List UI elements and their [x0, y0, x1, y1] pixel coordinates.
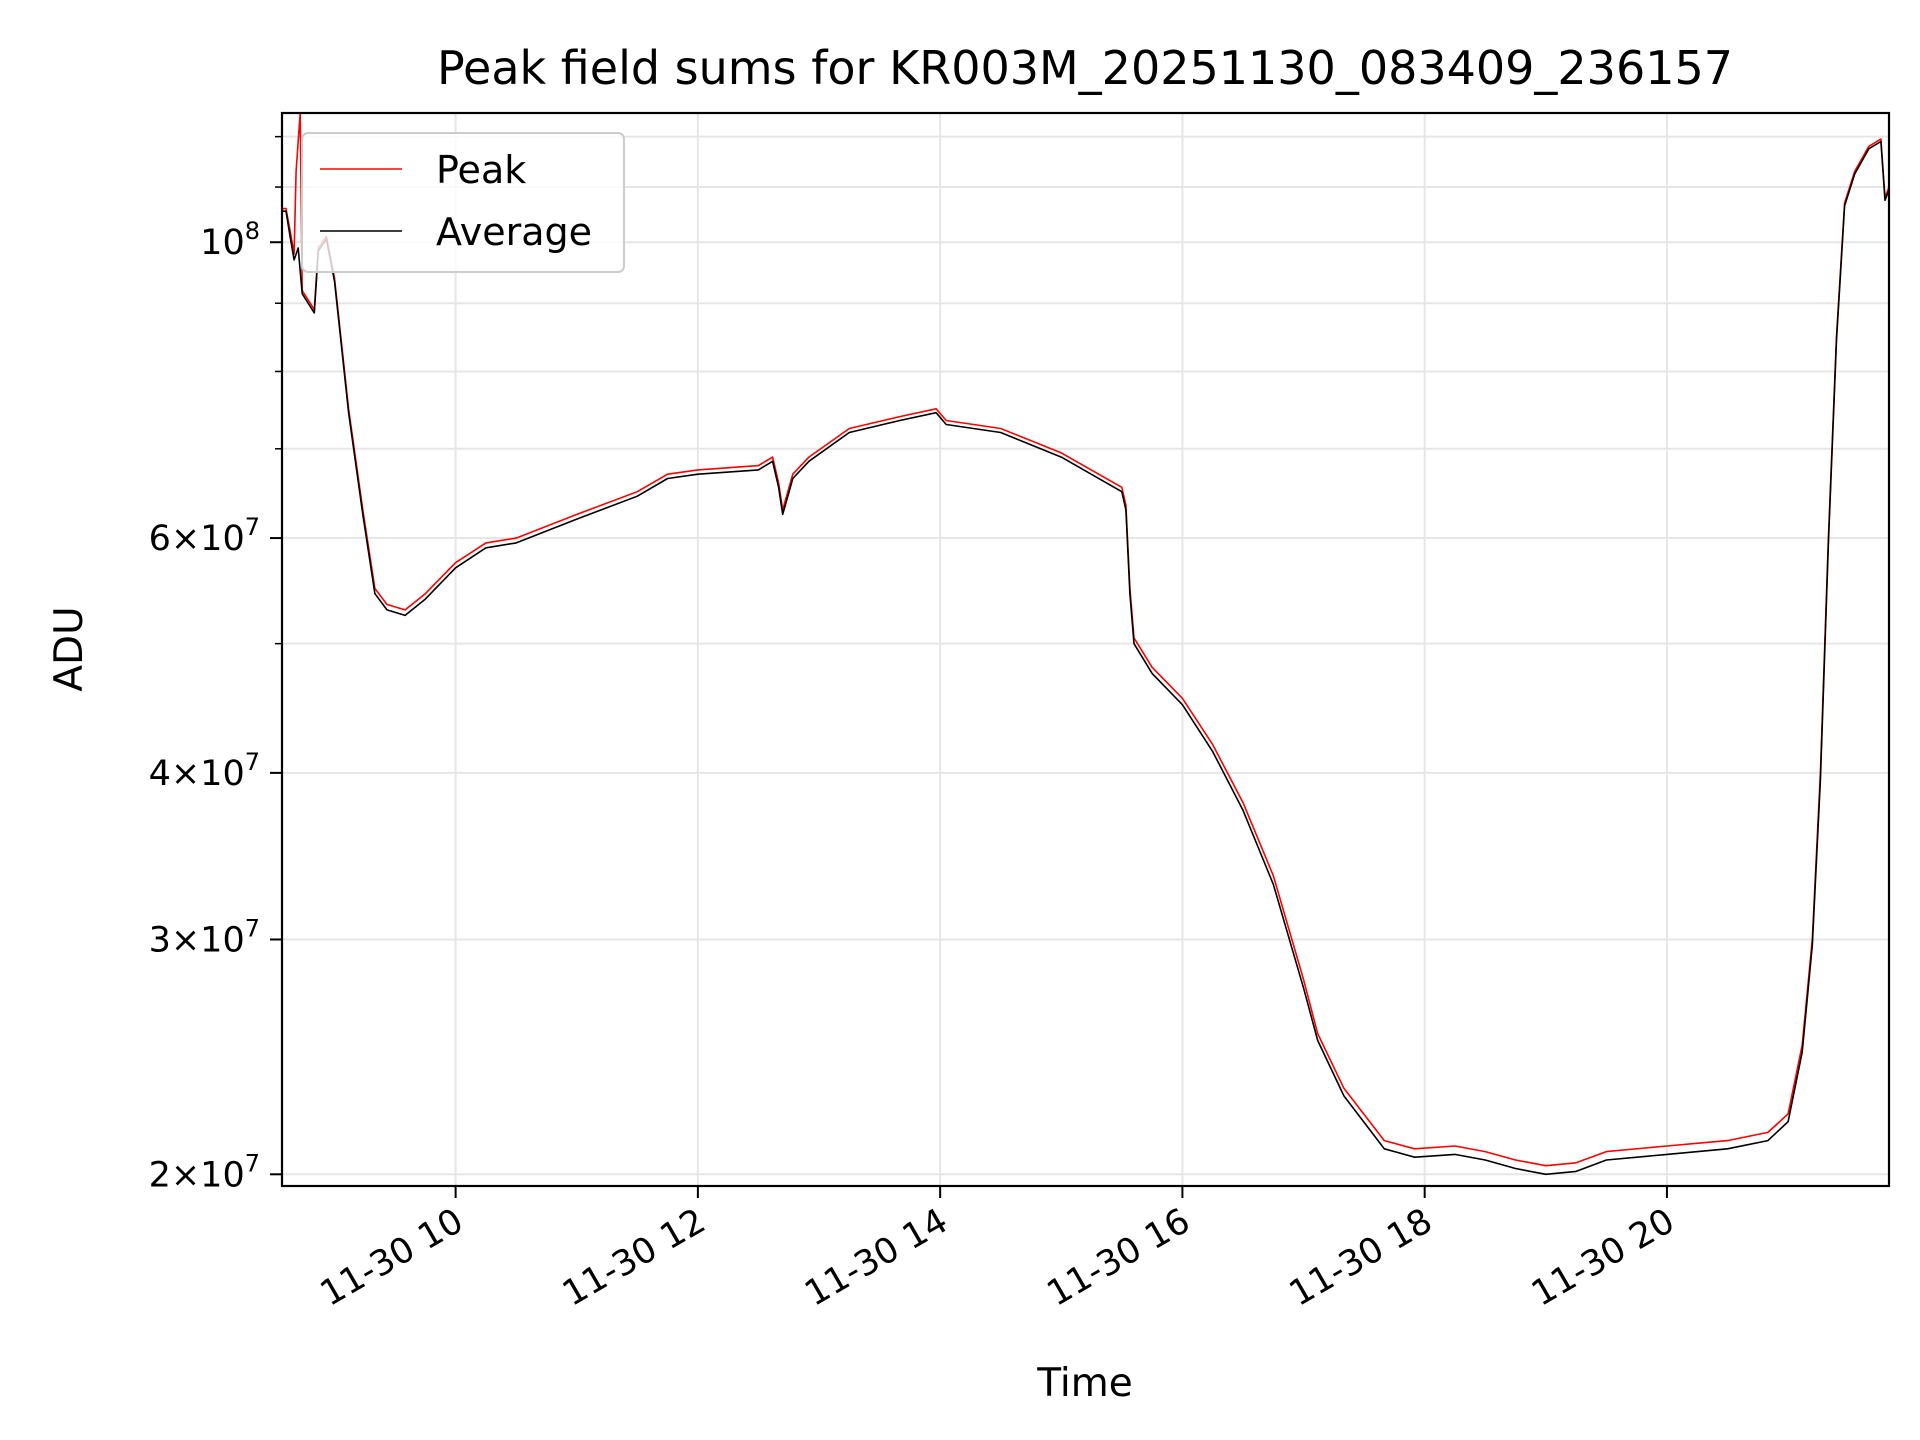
y-axis: 2×107 3×107 4×107 6×107 108	[149, 135, 282, 1195]
legend: Peak Average	[301, 132, 625, 273]
grid	[282, 113, 1889, 1186]
y-tick-label: 108	[200, 217, 260, 263]
plot-frame	[280, 111, 1891, 1188]
y-tick-label: 3×107	[149, 914, 260, 960]
legend-box	[301, 132, 625, 273]
series-line-average	[282, 140, 1890, 1176]
chart-title: Peak field sums for KR003M_20251130_0834…	[437, 41, 1733, 95]
y-tick-label: 6×107	[149, 513, 260, 559]
legend-label-peak: Peak	[436, 148, 526, 192]
y-axis-label: ADU	[47, 606, 92, 691]
series-layer	[282, 112, 1890, 1176]
y-tick-label: 4×107	[149, 748, 260, 794]
x-axis-label: Time	[1036, 1361, 1132, 1406]
y-tick-label: 2×107	[149, 1149, 260, 1195]
legend-label-average: Average	[436, 210, 592, 254]
